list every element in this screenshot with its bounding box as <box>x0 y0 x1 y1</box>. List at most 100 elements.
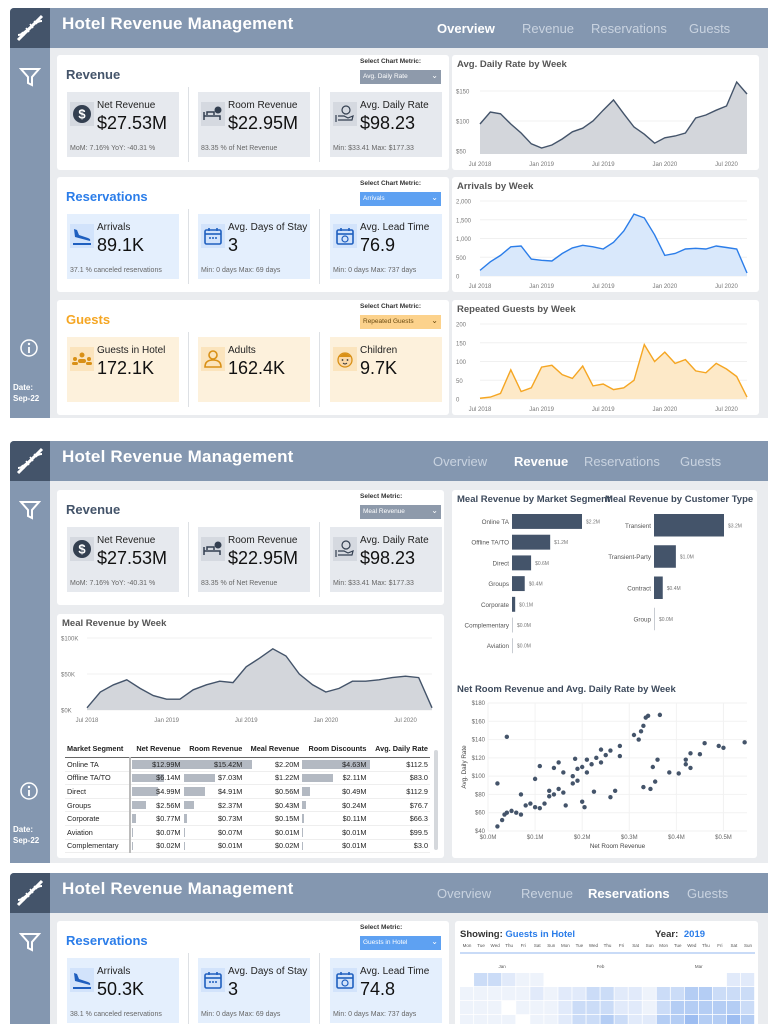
scatter-point[interactable] <box>631 732 637 738</box>
scatter-point[interactable] <box>598 760 604 765</box>
calendar-day-cell[interactable] <box>488 987 502 1001</box>
scatter-point[interactable] <box>542 801 547 806</box>
calendar-day-cell[interactable] <box>628 1001 642 1015</box>
scatter-point[interactable] <box>495 781 500 786</box>
tab-overview[interactable]: Overview <box>437 886 492 901</box>
calendar-day-cell[interactable] <box>530 1015 544 1024</box>
bar[interactable] <box>654 514 724 537</box>
calendar-day-cell[interactable] <box>740 1001 755 1015</box>
calendar-day-cell[interactable] <box>740 973 755 987</box>
scatter-point[interactable] <box>652 779 658 784</box>
calendar-day-cell[interactable] <box>572 987 586 1001</box>
series-line[interactable] <box>479 213 748 274</box>
table-row[interactable]: Direct $4.99M $4.91M $0.56M $0.49M $112.9 <box>65 784 430 799</box>
filter-icon[interactable] <box>18 66 42 93</box>
bar[interactable] <box>512 514 582 529</box>
tab-guests[interactable]: Guests <box>689 21 731 36</box>
calendar-day-cell[interactable] <box>572 973 586 987</box>
scatter-point[interactable] <box>556 786 561 792</box>
scatter-point[interactable] <box>528 801 533 806</box>
scatter-point[interactable] <box>655 757 660 762</box>
tab-revenue[interactable]: Revenue <box>514 454 569 469</box>
table-row[interactable]: Groups $2.56M $2.37M $0.43M $0.24M $76.7 <box>65 798 430 813</box>
bar[interactable] <box>512 576 525 592</box>
scatter-point[interactable] <box>563 803 568 808</box>
column-header[interactable]: Room Revenue <box>182 742 245 758</box>
scatter-point[interactable] <box>547 794 552 799</box>
scatter-point[interactable] <box>657 712 663 718</box>
scatter-point[interactable] <box>579 764 585 770</box>
table-row[interactable]: Aviation $0.07M $0.07M $0.01M $0.01M $99.5 <box>65 825 430 840</box>
scatter-point[interactable] <box>676 771 681 776</box>
calendar-day-cell[interactable] <box>642 1001 656 1015</box>
calendar-day-cell[interactable] <box>712 973 727 987</box>
select-metric-dropdown[interactable]: Meal Revenue ⌄ <box>360 505 441 519</box>
bar[interactable] <box>512 596 516 612</box>
scatter-point[interactable] <box>504 810 510 815</box>
scatter-point[interactable] <box>518 812 524 817</box>
calendar-day-cell[interactable] <box>586 1001 600 1015</box>
calendar-day-cell[interactable] <box>712 1015 727 1024</box>
tab-guests[interactable]: Guests <box>680 454 722 469</box>
calendar-day-cell[interactable] <box>572 1015 586 1024</box>
scatter-point[interactable] <box>688 765 693 771</box>
scatter-point[interactable] <box>688 751 693 756</box>
scatter-point[interactable] <box>617 753 623 759</box>
calendar-day-cell[interactable] <box>614 1001 628 1015</box>
scatter-point[interactable] <box>547 788 552 793</box>
calendar-day-cell[interactable] <box>642 1015 656 1024</box>
bar[interactable] <box>654 545 676 568</box>
calendar-day-cell[interactable] <box>474 1001 488 1015</box>
calendar-day-cell[interactable] <box>572 1001 586 1015</box>
table-row[interactable]: Complementary $0.02M $0.01M $0.02M $0.01M $3.… <box>65 839 430 854</box>
tab-overview[interactable]: Overview <box>437 21 495 36</box>
tab-overview[interactable]: Overview <box>433 454 488 469</box>
scatter-point[interactable] <box>570 781 575 786</box>
calendar-day-cell[interactable] <box>740 987 755 1001</box>
info-icon[interactable] <box>19 338 39 363</box>
scatter-point[interactable] <box>572 756 578 761</box>
calendar-day-cell[interactable] <box>712 987 727 1001</box>
calendar-day-cell[interactable] <box>684 973 699 987</box>
scatter-point[interactable] <box>518 792 524 797</box>
calendar-day-cell[interactable] <box>600 973 614 987</box>
select-metric-dropdown[interactable]: Repeated Guests ⌄ <box>360 315 441 329</box>
calendar-day-cell[interactable] <box>488 1015 502 1024</box>
scatter-point[interactable] <box>594 755 599 761</box>
calendar-day-cell[interactable] <box>600 1001 614 1015</box>
scatter-point[interactable] <box>645 713 651 718</box>
bar[interactable] <box>654 576 663 600</box>
series-line[interactable] <box>479 80 748 149</box>
select-metric-dropdown[interactable]: Avg. Daily Rate ⌄ <box>360 70 441 84</box>
scatter-point[interactable] <box>591 789 597 794</box>
scatter-point[interactable] <box>582 805 587 810</box>
calendar-day-cell[interactable] <box>656 987 670 1001</box>
scatter-point[interactable] <box>608 748 613 753</box>
calendar-day-cell[interactable] <box>726 973 741 987</box>
tab-reservations[interactable]: Reservations <box>584 454 660 469</box>
scatter-point[interactable] <box>641 723 646 729</box>
calendar-day-cell[interactable] <box>726 1001 741 1015</box>
calendar-day-cell[interactable] <box>460 973 474 987</box>
calendar-day-cell[interactable] <box>698 973 713 987</box>
calendar-day-cell[interactable] <box>642 987 656 1001</box>
table-row[interactable]: Online TA $12.99M $15.42M $2.20M $4.63M $112.… <box>65 757 430 772</box>
calendar-day-cell[interactable] <box>670 1001 684 1015</box>
scatter-point[interactable] <box>575 778 580 783</box>
calendar-day-cell[interactable] <box>656 1015 670 1024</box>
calendar-day-cell[interactable] <box>600 987 614 1001</box>
calendar-day-cell[interactable] <box>684 1001 699 1015</box>
scatter-point[interactable] <box>667 770 672 775</box>
scatter-point[interactable] <box>638 729 644 734</box>
calendar-day-cell[interactable] <box>530 1001 544 1015</box>
bar[interactable] <box>512 617 513 633</box>
calendar-day-cell[interactable] <box>656 973 670 987</box>
calendar-day-cell[interactable] <box>614 1015 628 1024</box>
calendar-day-cell[interactable] <box>488 973 502 987</box>
calendar-day-cell[interactable] <box>628 987 642 1001</box>
calendar-day-cell[interactable] <box>614 973 628 987</box>
scatter-point[interactable] <box>617 743 623 749</box>
scatter-point[interactable] <box>636 737 641 742</box>
calendar-day-cell[interactable] <box>586 987 600 1001</box>
calendar-day-cell[interactable] <box>460 1001 474 1015</box>
